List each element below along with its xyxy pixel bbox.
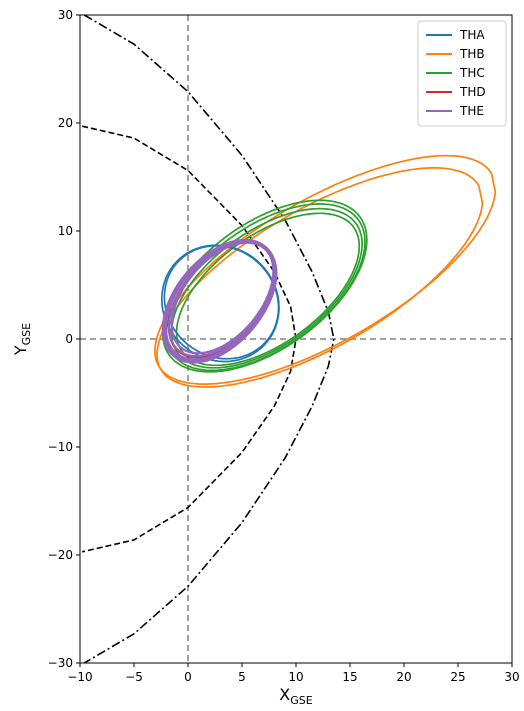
y-tick-label: 0: [65, 332, 73, 346]
orbit-tha-2: [163, 244, 280, 360]
x-tick-label: −5: [125, 670, 143, 684]
orbit-thc-2: [170, 207, 363, 369]
y-axis-label-main: Y: [11, 345, 30, 356]
x-tick-label: 10: [288, 670, 303, 684]
x-tick-label: 5: [238, 670, 246, 684]
series-thd: [167, 241, 276, 359]
x-axis-ticks: −10 −5 0 5 10 15 20 25 30: [67, 663, 520, 684]
x-tick-label: 25: [450, 670, 465, 684]
legend-label-the: THE: [459, 104, 484, 118]
y-axis-label-subscript: GSE: [20, 323, 33, 346]
bow-shock-boundary-curve: [83, 15, 335, 663]
orbit-the-5: [163, 240, 278, 363]
series-the: [161, 238, 278, 364]
x-axis-label-main: X: [279, 685, 290, 704]
series-thc: [161, 199, 368, 373]
x-axis-label: XGSE: [279, 685, 312, 707]
legend: THA THB THC THD THE: [417, 20, 507, 127]
legend-frame: [417, 20, 507, 127]
y-tick-label: 10: [58, 224, 73, 238]
y-tick-label: 30: [58, 8, 73, 22]
x-tick-label: 30: [504, 670, 519, 684]
orbit-series: [154, 154, 497, 388]
y-axis-ticks: −30 −20 −10 0 10 20 30: [48, 8, 80, 670]
x-axis-label-subscript: GSE: [290, 694, 313, 707]
y-axis-label: YGSE: [11, 323, 33, 356]
series-tha: [160, 244, 280, 363]
y-tick-label: −30: [48, 656, 73, 670]
orbit-thd-1: [167, 241, 276, 359]
legend-label-thb: THB: [459, 47, 485, 61]
orbit-thb-2: [156, 167, 484, 388]
legend-label-thd: THD: [459, 85, 486, 99]
y-tick-label: −20: [48, 548, 73, 562]
x-tick-label: 0: [184, 670, 192, 684]
y-tick-label: 20: [58, 116, 73, 130]
orbit-the-4: [170, 241, 275, 355]
x-tick-label: 15: [342, 670, 357, 684]
legend-label-tha: THA: [459, 28, 485, 42]
orbit-thc-3: [175, 212, 361, 367]
y-tick-label: −10: [48, 440, 73, 454]
x-tick-label: −10: [67, 670, 92, 684]
legend-label-thc: THC: [459, 66, 485, 80]
orbit-thc-4: [161, 199, 368, 373]
series-thb: [154, 154, 497, 388]
x-tick-label: 20: [396, 670, 411, 684]
